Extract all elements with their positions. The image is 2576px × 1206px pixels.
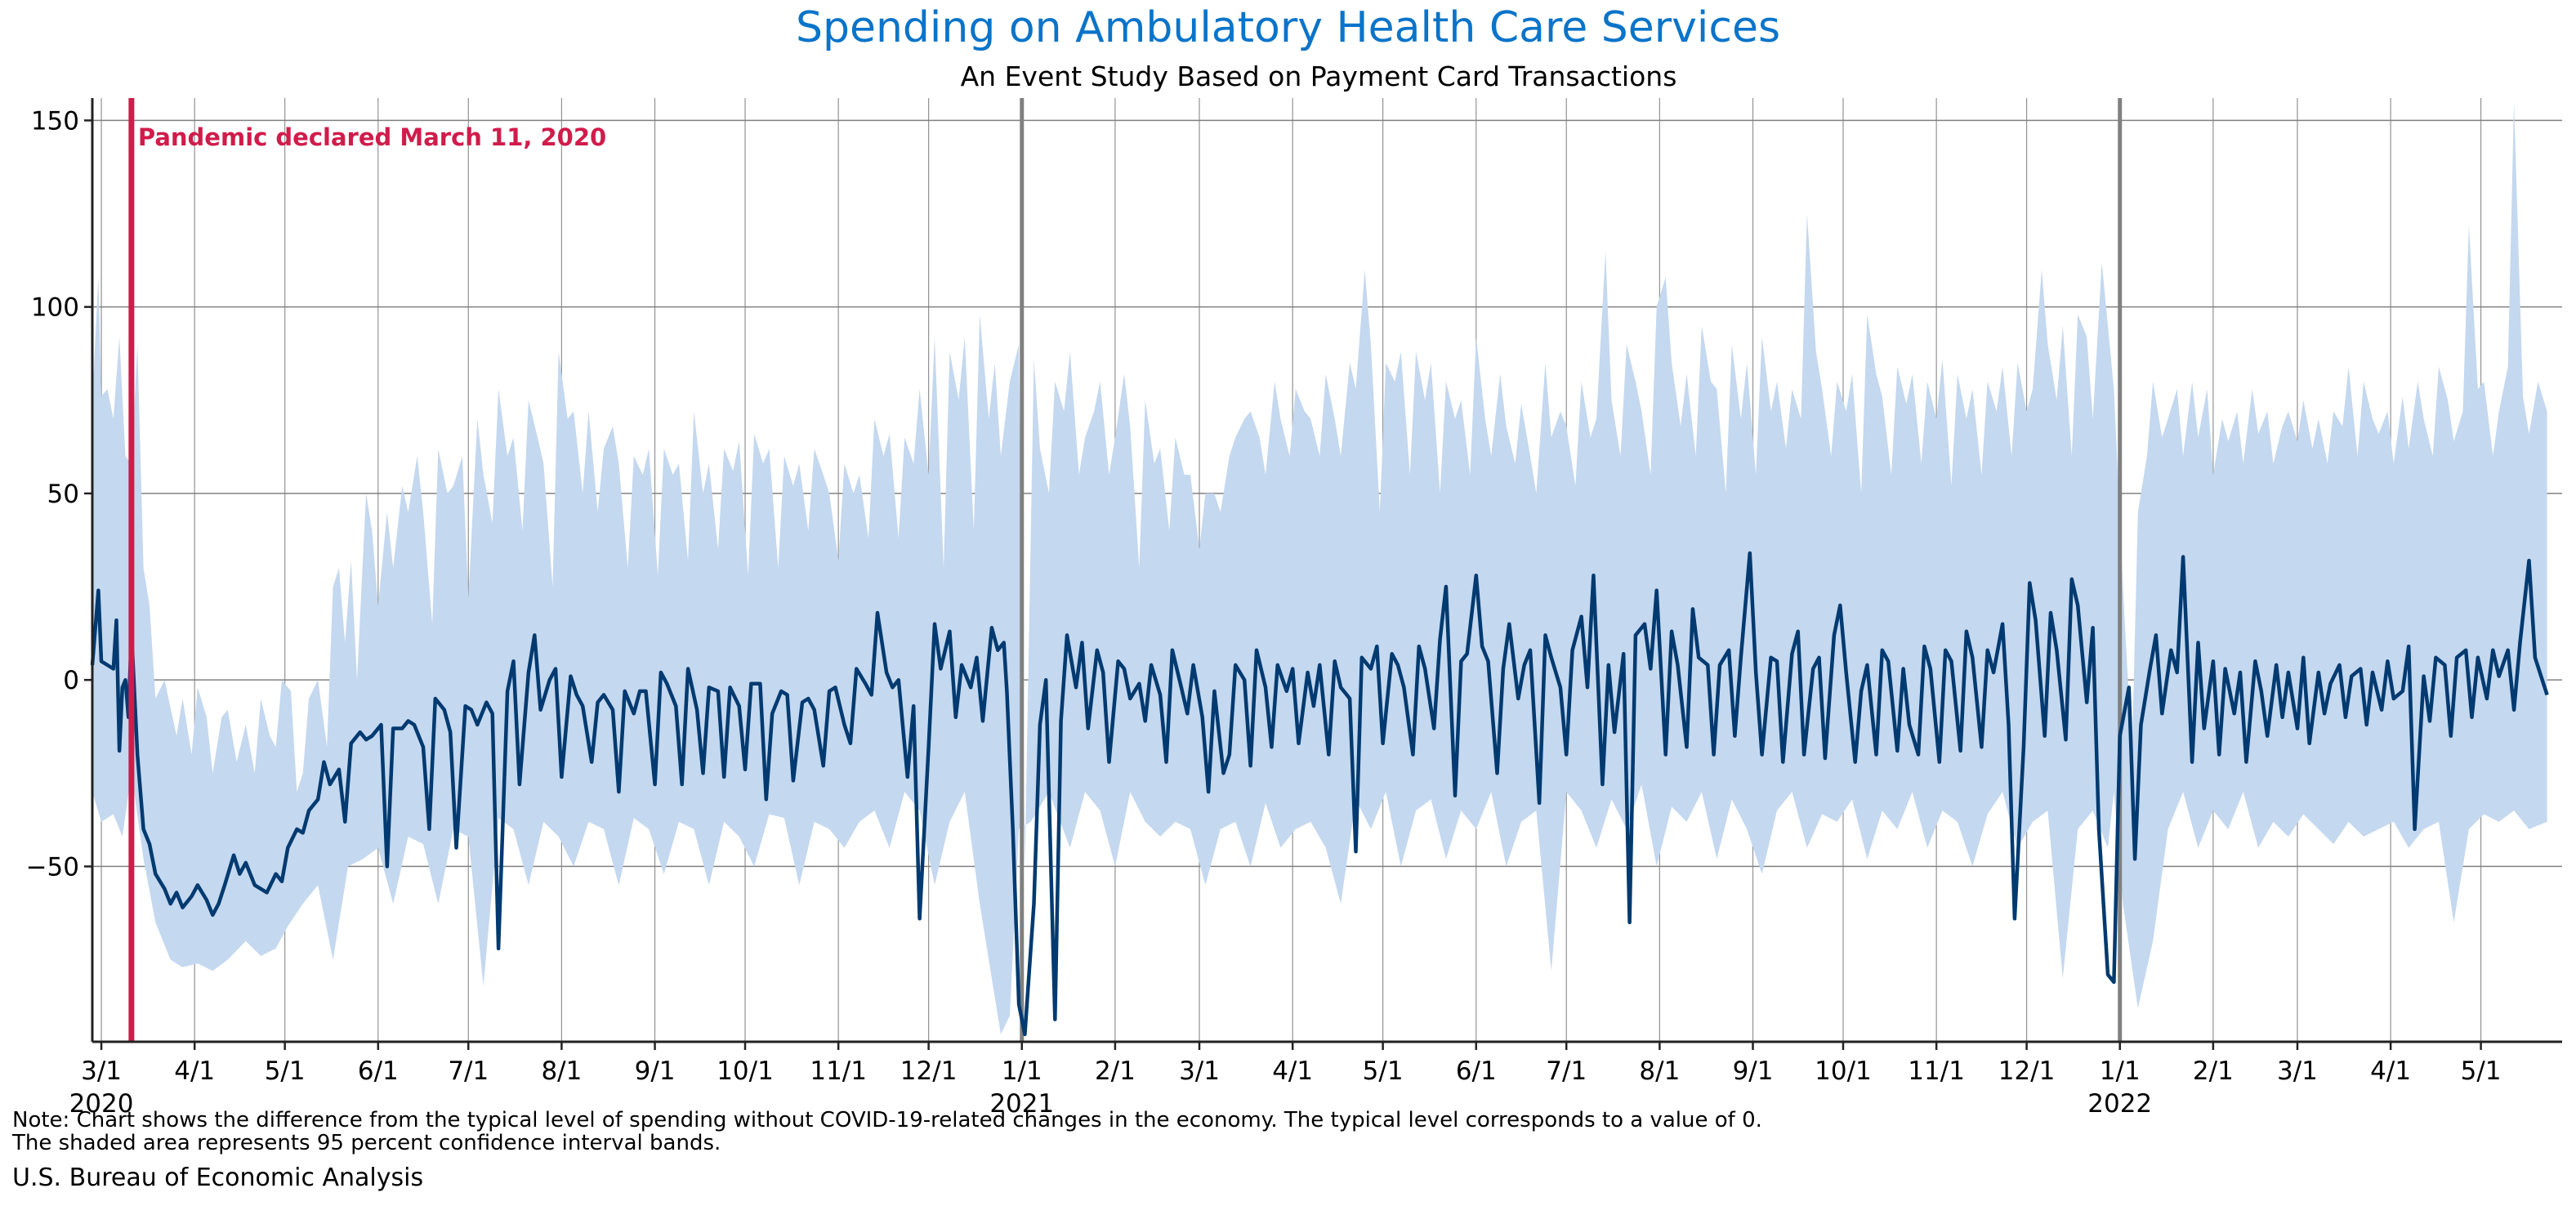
x-tick-label: 3/1 <box>81 1056 122 1086</box>
y-tick-label: 50 <box>47 480 79 509</box>
x-tick-label: 6/1 <box>358 1056 399 1086</box>
x-tick-label: 5/1 <box>265 1056 306 1086</box>
chart-note-line-2: The shaded area represents 95 percent co… <box>12 1131 721 1155</box>
x-tick-label: 11/1 <box>810 1056 867 1086</box>
x-tick-label: 7/1 <box>448 1056 489 1086</box>
x-tick-label: 10/1 <box>717 1056 774 1086</box>
y-tick-label: −50 <box>26 852 79 882</box>
x-tick-label: 2/1 <box>1095 1056 1136 1086</box>
x-tick-label: 10/1 <box>1815 1056 1872 1086</box>
x-tick-label: 4/1 <box>1272 1056 1313 1086</box>
x-tick-label: 1/1 <box>2100 1056 2141 1086</box>
x-tick-label: 2/1 <box>2193 1056 2234 1086</box>
y-tick-label: 150 <box>31 106 79 136</box>
y-tick-label: 0 <box>63 666 79 695</box>
chart-note-line-1: Note: Chart shows the difference from th… <box>12 1108 1762 1132</box>
x-tick-label: 8/1 <box>541 1056 582 1086</box>
x-tick-label: 6/1 <box>1456 1056 1497 1086</box>
x-tick-label: 9/1 <box>635 1056 676 1086</box>
x-year-label: 2022 <box>2087 1089 2152 1119</box>
source-credit: U.S. Bureau of Economic Analysis <box>12 1164 424 1192</box>
y-tick-label: 100 <box>31 293 79 323</box>
estimate-line <box>90 551 2549 1037</box>
x-tick-label: 4/1 <box>2370 1056 2411 1086</box>
chart-title: Spending on Ambulatory Health Care Servi… <box>795 3 1781 52</box>
pandemic-annotation-label: Pandemic declared March 11, 2020 <box>138 123 606 151</box>
x-tick-label: 12/1 <box>1998 1056 2056 1086</box>
x-year-label: 2021 <box>989 1089 1054 1119</box>
event-marker-layer: Pandemic declared March 11, 2020 <box>128 98 606 1042</box>
confidence-band-layer <box>92 101 2547 1034</box>
chart-subtitle: An Event Study Based on Payment Card Tra… <box>960 60 1677 92</box>
confidence-band <box>92 101 2547 1034</box>
x-tick-label: 3/1 <box>1179 1056 1220 1086</box>
x-tick-label: 8/1 <box>1639 1056 1680 1086</box>
x-tick-label: 3/1 <box>2277 1056 2318 1086</box>
series-layer <box>90 551 2549 1037</box>
x-tick-label: 11/1 <box>1908 1056 1965 1086</box>
x-tick-label: 4/1 <box>174 1056 215 1086</box>
x-tick-label: 12/1 <box>900 1056 958 1086</box>
x-year-label: 2020 <box>69 1089 134 1119</box>
x-tick-label: 5/1 <box>1363 1056 1404 1086</box>
x-tick-label: 9/1 <box>1733 1056 1774 1086</box>
x-tick-label: 5/1 <box>2461 1056 2502 1086</box>
x-tick-label: 1/1 <box>1002 1056 1042 1086</box>
x-tick-label: 7/1 <box>1546 1056 1587 1086</box>
year-boundary-layer <box>1020 98 2123 1042</box>
